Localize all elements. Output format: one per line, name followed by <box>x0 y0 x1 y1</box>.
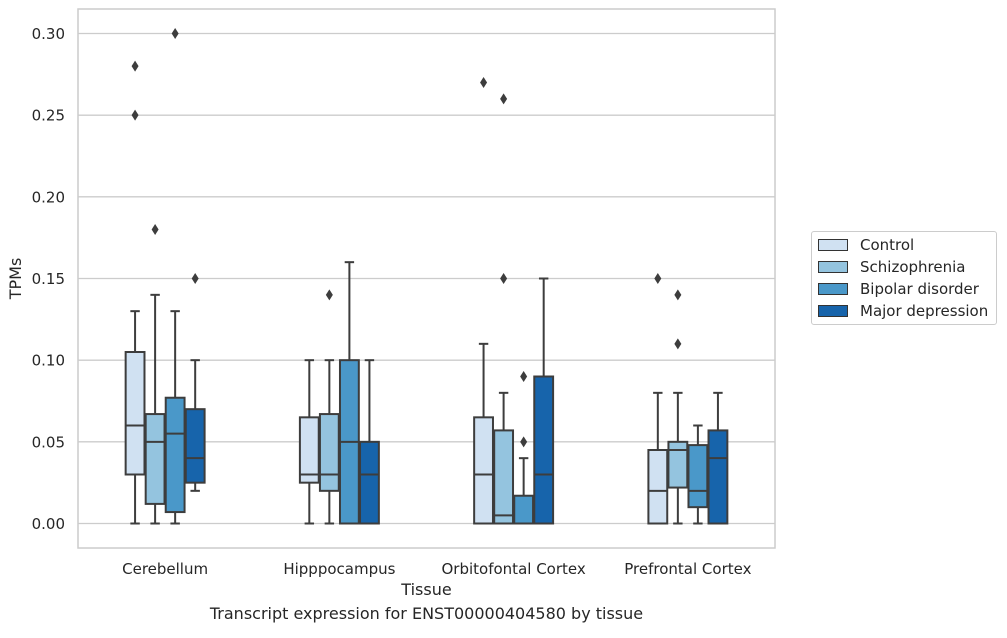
box-body <box>164 396 186 514</box>
legend-swatch-control <box>818 239 848 251</box>
box-body <box>144 413 166 505</box>
outlier-point <box>131 109 139 121</box>
box-2-3 <box>533 277 555 525</box>
boxes <box>124 28 729 525</box>
box-2-2 <box>513 371 535 525</box>
y-tick-label: 0.00 <box>32 515 65 533</box>
box-body <box>667 440 689 489</box>
outlier-point <box>325 289 333 301</box>
x-tick-label: Hipppocampus <box>283 560 395 578</box>
plot-frame <box>77 8 776 549</box>
outlier-point <box>674 338 682 350</box>
y-ticks: 0.00 0.05 0.10 0.15 0.20 0.25 0.30 <box>32 25 65 533</box>
legend-swatch-schizophrenia <box>818 261 848 273</box>
legend-item-bipolar-disorder: Bipolar disorder <box>818 278 979 300</box>
outlier-point <box>500 273 508 284</box>
box-body <box>359 440 380 525</box>
box-1-0 <box>298 359 320 525</box>
box-3-1 <box>667 289 689 525</box>
box-2-1 <box>493 93 515 525</box>
outlier-point <box>520 371 528 382</box>
legend: Control Schizophrenia Bipolar disorder M… <box>811 231 997 325</box>
box-body <box>533 375 555 525</box>
y-tick-label: 0.15 <box>32 270 65 288</box>
y-tick-label: 0.20 <box>32 188 65 206</box>
box-0-1 <box>144 224 166 525</box>
box-2-0 <box>473 77 494 525</box>
y-tick-label: 0.10 <box>32 352 65 370</box>
box-body <box>318 413 340 492</box>
box-body <box>124 351 146 476</box>
box-0-3 <box>184 273 206 492</box>
box-body <box>647 449 669 525</box>
box-3-3 <box>707 391 729 525</box>
x-tick-label: Cerebellum <box>122 560 208 578</box>
y-tick-label: 0.30 <box>32 25 65 43</box>
outlier-point <box>171 28 179 39</box>
legend-item-control: Control <box>818 234 914 256</box>
box-body <box>707 429 729 525</box>
box-0-2 <box>164 28 186 525</box>
chart-caption: Transcript expression for ENST0000040458… <box>209 604 644 623</box>
box-body <box>473 416 494 525</box>
x-ticks: Cerebellum Hipppocampus Orbitofontal Corte… <box>122 560 751 578</box>
y-axis-label: TPMs <box>6 258 25 301</box>
box-body <box>493 429 515 525</box>
box-body <box>184 408 206 484</box>
legend-item-major-depression: Major depression <box>818 300 988 322</box>
legend-item-schizophrenia: Schizophrenia <box>818 256 965 278</box>
legend-swatch-major-depression <box>818 305 848 317</box>
legend-label-control: Control <box>860 236 915 254</box>
outlier-point <box>674 289 682 301</box>
x-tick-label: Orbitofontal Cortex <box>442 560 586 578</box>
outlier-point <box>131 60 139 72</box>
box-1-3 <box>359 359 380 525</box>
outlier-point <box>520 436 528 448</box>
box-1-1 <box>318 289 340 525</box>
box-body <box>687 444 709 509</box>
legend-label-schizophrenia: Schizophrenia <box>860 258 966 276</box>
x-axis-label: Tissue <box>400 580 451 599</box>
box-body <box>298 416 320 484</box>
outlier-point <box>500 93 508 105</box>
legend-label-major-depression: Major depression <box>860 302 989 320</box>
box-body <box>513 494 535 525</box>
outlier-point <box>654 273 662 284</box>
x-tick-label: Prefrontal Cortex <box>624 560 751 578</box>
legend-swatch-bipolar-disorder <box>818 283 848 295</box>
outlier-point <box>480 77 488 88</box>
y-tick-label: 0.05 <box>32 433 65 451</box>
outlier-point <box>191 273 199 284</box>
box-3-2 <box>687 424 709 525</box>
box-3-0 <box>647 273 669 525</box>
y-tick-label: 0.25 <box>32 107 65 125</box>
box-0-0 <box>124 60 146 525</box>
legend-label-bipolar-disorder: Bipolar disorder <box>860 280 979 298</box>
box-1-2 <box>338 261 360 525</box>
outlier-point <box>151 224 159 235</box>
